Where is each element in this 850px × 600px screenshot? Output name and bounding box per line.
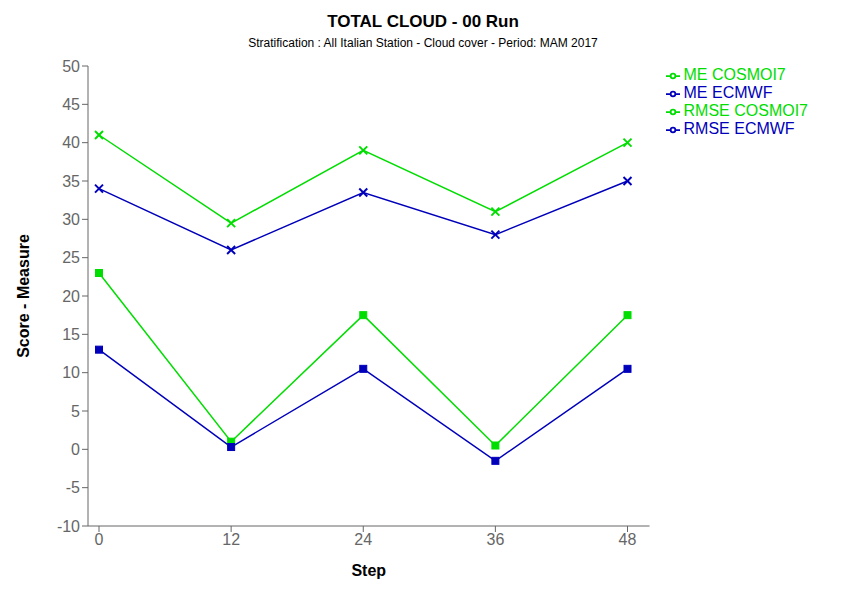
svg-text:5: 5 [71,403,80,420]
svg-text:20: 20 [62,288,80,305]
svg-text:24: 24 [354,531,372,548]
svg-text:45: 45 [62,96,80,113]
html-text:TOTAL CLOUD - 00 Run: TOTAL CLOUD - 00 Run [327,12,519,31]
svg-text:Step: Step [351,562,386,579]
svg-text:35: 35 [62,173,80,190]
svg-text:25: 25 [62,249,80,266]
svg-text:Score - Measure: Score - Measure [15,234,32,358]
svg-text:30: 30 [62,211,80,228]
svg-text:50: 50 [62,58,80,75]
svg-text:0: 0 [71,441,80,458]
svg-text:-5: -5 [66,479,80,496]
html-text:ME ECMWF: ME ECMWF [683,84,773,101]
svg-text:-10: -10 [57,518,80,535]
svg-text:36: 36 [486,531,504,548]
svg-text:12: 12 [222,531,240,548]
html-text:RMSE ECMWF: RMSE ECMWF [683,120,795,137]
svg-text:48: 48 [619,531,637,548]
html-text:RMSE COSMOI7: RMSE COSMOI7 [683,102,808,119]
svg-text:0: 0 [95,531,104,548]
svg-text:40: 40 [62,134,80,151]
svg-text:10: 10 [62,364,80,381]
html-text:Stratification : All Italian S: Stratification : All Italian Station - C… [248,36,598,50]
html-text:ME COSMOI7: ME COSMOI7 [683,66,786,83]
svg-text:15: 15 [62,326,80,343]
